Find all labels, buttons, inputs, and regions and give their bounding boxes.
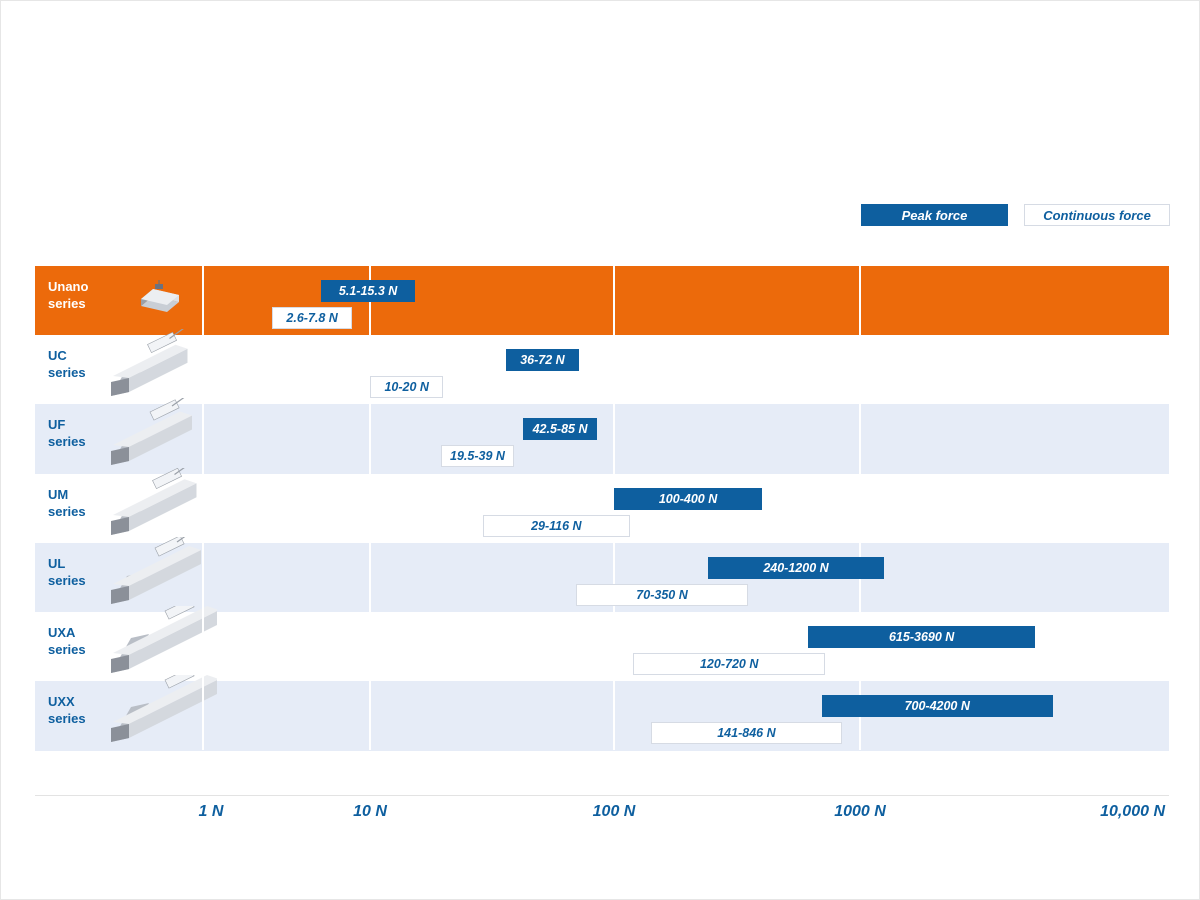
legend-continuous-force: Continuous force bbox=[1024, 204, 1170, 226]
chart-row: UXA series bbox=[35, 589, 1169, 682]
peak-force-bar: 615-3690 N bbox=[808, 626, 1036, 648]
uxa-motor-icon bbox=[107, 589, 219, 686]
continuous-force-bar: 19.5-39 N bbox=[440, 445, 515, 468]
grid-line bbox=[202, 266, 204, 750]
unano-motor-icon bbox=[137, 280, 183, 321]
ul-motor-icon bbox=[107, 527, 217, 617]
continuous-force-bar: 141-846 N bbox=[650, 722, 843, 745]
grid-line bbox=[859, 266, 861, 750]
continuous-force-bar: 10-20 N bbox=[370, 376, 444, 399]
row-label: UM series bbox=[48, 486, 86, 519]
row-label: UF series bbox=[48, 417, 86, 450]
x-axis-line bbox=[35, 795, 1169, 796]
row-label: UXA series bbox=[48, 625, 86, 657]
grid-line bbox=[369, 266, 371, 750]
continuous-force-bar: 2.6-7.8 N bbox=[272, 307, 352, 329]
x-tick-label: 1000 N bbox=[834, 803, 886, 820]
peak-force-bar: 100-400 N bbox=[614, 487, 763, 510]
row-label: UC series bbox=[48, 348, 86, 381]
chart-row: UC series bbox=[35, 324, 1169, 405]
x-tick-label: 10 N bbox=[353, 803, 387, 820]
x-tick-label: 10,000 N bbox=[1100, 803, 1165, 820]
chart-row: Unano series bbox=[35, 266, 1169, 336]
x-tick-label: 100 N bbox=[592, 803, 636, 820]
uf-motor-icon bbox=[107, 392, 217, 478]
row-label: Unano series bbox=[48, 279, 89, 311]
um-motor-icon bbox=[107, 459, 217, 548]
chart-row: UXX series bbox=[35, 658, 1169, 751]
peak-force-bar: 36-72 N bbox=[505, 349, 580, 372]
legend-peak-force: Peak force bbox=[861, 204, 1008, 226]
peak-force-bar: 5.1-15.3 N bbox=[321, 280, 416, 302]
x-tick-label: 1 N bbox=[198, 803, 224, 820]
chart-row: UF series bbox=[35, 392, 1169, 475]
continuous-force-bar: 29-116 N bbox=[482, 514, 630, 537]
row-label: UL series bbox=[48, 555, 86, 588]
continuous-force-bar: 70-350 N bbox=[576, 583, 748, 606]
row-label: UXX series bbox=[48, 694, 86, 727]
uc-motor-icon bbox=[107, 324, 217, 409]
peak-force-bar: 240-1200 N bbox=[707, 556, 885, 579]
peak-force-bar: 700-4200 N bbox=[821, 695, 1053, 718]
uxx-motor-icon bbox=[107, 658, 219, 755]
continuous-force-bar: 120-720 N bbox=[633, 653, 825, 675]
peak-force-bar: 42.5-85 N bbox=[523, 418, 597, 441]
